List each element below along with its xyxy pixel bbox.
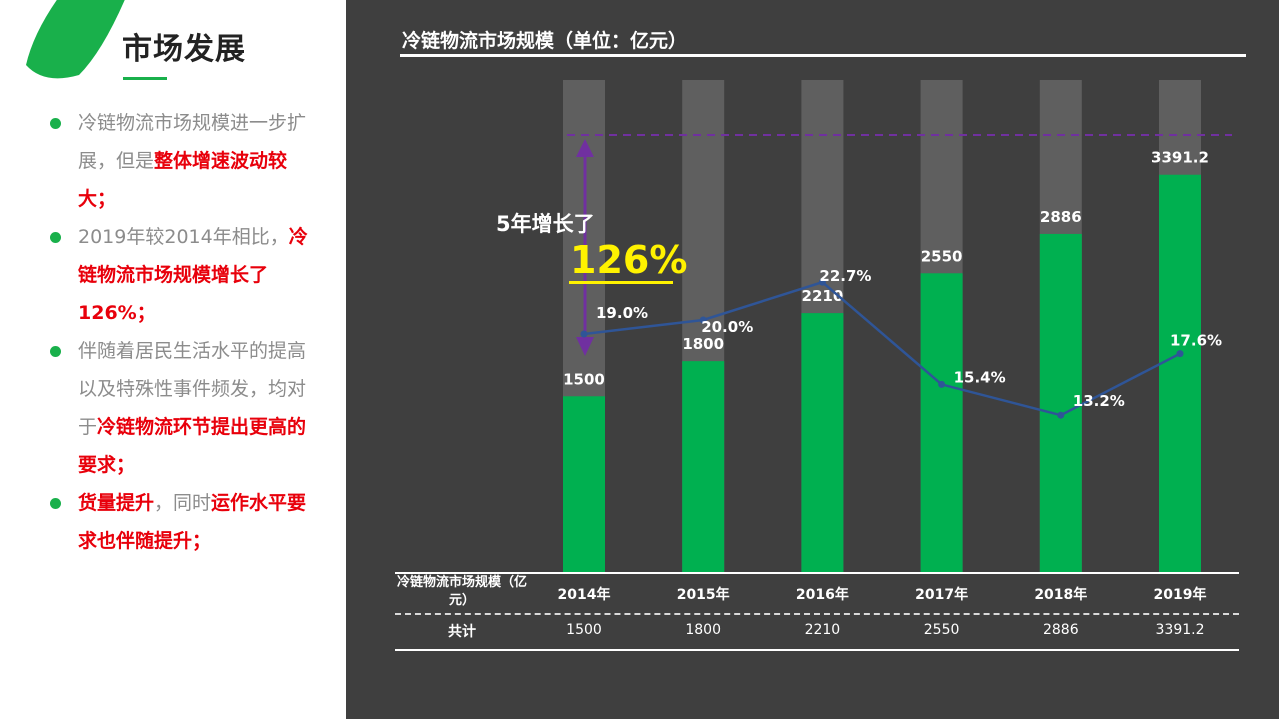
bullet-highlight-text: 冷链物流环节提出更高的要求； (78, 416, 307, 476)
bar (1039, 233, 1082, 572)
growth-rate-point (580, 330, 588, 338)
bullet-dot-icon (50, 232, 61, 243)
table-total-cell: 2886 (1042, 622, 1079, 638)
bullet-text: 2019年较2014年相比， (78, 226, 289, 248)
table-year-cell: 2017年 (915, 587, 969, 603)
growth-rate-point (1057, 411, 1065, 419)
table-row-header: 冷链物流市场规模（亿元） (396, 575, 527, 608)
table-year-cell: 2014年 (557, 587, 611, 603)
growth-rate-point (818, 278, 826, 286)
bullet-text: ，同时 (154, 492, 212, 514)
table-total-header: 共计 (448, 624, 476, 640)
bullet-dot-icon (50, 498, 61, 509)
bullet-highlight-text: 运作水平要求也伴随提升； (78, 492, 307, 552)
table-total-cell: 1800 (685, 622, 721, 638)
growth-annotation-text: 5年增长了 (496, 212, 595, 236)
growth-rate-label: 20.0% (701, 318, 753, 336)
title-underline (123, 77, 167, 80)
table-total-cell: 1500 (566, 622, 602, 638)
bar (1159, 174, 1201, 572)
chart-title-rule (400, 54, 1246, 57)
arrow-up-icon (576, 139, 594, 157)
growth-rate-point (1176, 350, 1184, 358)
growth-rate-point (699, 316, 707, 324)
bullet-item: 货量提升，同时运作水平要求也伴随提升； (48, 484, 318, 560)
section-title: 市场发展 (122, 32, 246, 67)
bar-value-label: 2886 (1040, 208, 1082, 226)
growth-rate-point (938, 380, 946, 388)
bullet-text: 伴随着居民生活水平的提高以及特殊性事件频发，均对于 (78, 340, 307, 438)
bar-value-label: 1800 (682, 335, 724, 353)
left-panel: 市场发展 冷链物流市场规模进一步扩展，但是整体增速波动较大； 2019年较2014… (0, 0, 346, 719)
bar-value-label: 1500 (563, 370, 605, 388)
arrow-down-icon (576, 337, 594, 356)
table-mid-rule (395, 613, 1239, 615)
table-total-cell: 2210 (804, 622, 841, 638)
growth-rate-label: 13.2% (1073, 392, 1125, 410)
leaf-decoration (26, 0, 125, 79)
growth-underline (569, 281, 673, 284)
table-top-rule (395, 572, 1239, 574)
bullet-highlight-text: 冷链物流市场规模增长了126%； (78, 226, 308, 324)
bullet-item: 2019年较2014年相比，冷链物流市场规模增长了126%； (48, 218, 318, 332)
growth-rate-line (583, 280, 1181, 417)
table-year-cell: 2015年 (676, 587, 730, 603)
bullet-item: 伴随着居民生活水平的提高以及特殊性事件频发，均对于冷链物流环节提出更高的要求； (48, 332, 318, 484)
growth-rate-label: 19.0% (596, 304, 648, 322)
growth-rate-label: 17.6% (1170, 332, 1222, 350)
table-year-cell: 2016年 (795, 587, 849, 603)
bullet-highlight-text: 整体增速波动较大； (78, 150, 288, 210)
bar (801, 313, 844, 572)
bullet-dot-icon (50, 118, 61, 129)
bar (563, 396, 605, 572)
bullet-highlight-text: 货量提升 (78, 492, 155, 514)
growth-annotation-pct: 126% (570, 238, 688, 282)
bullet-list: 冷链物流市场规模进一步扩展，但是整体增速波动较大； 2019年较2014年相比，冷… (48, 104, 318, 560)
bullet-item: 冷链物流市场规模进一步扩展，但是整体增速波动较大； (48, 104, 318, 218)
growth-rate-label: 22.7% (819, 267, 871, 285)
table-bottom-rule (395, 649, 1239, 651)
bullet-dot-icon (50, 346, 61, 357)
bar-value-label: 2550 (921, 247, 963, 265)
table-total-cell: 3391.2 (1155, 622, 1205, 638)
bullet-text: 冷链物流市场规模进一步扩展，但是 (78, 112, 307, 172)
bar-value-label: 3391.2 (1151, 149, 1209, 167)
table-total-cell: 2550 (923, 622, 960, 638)
growth-rate-label: 15.4% (954, 368, 1006, 386)
bar (920, 273, 963, 572)
bar (682, 361, 725, 572)
chart-title: 冷链物流市场规模（单位：亿元） (402, 30, 688, 52)
table-year-cell: 2019年 (1153, 587, 1207, 603)
table-year-cell: 2018年 (1034, 587, 1088, 603)
